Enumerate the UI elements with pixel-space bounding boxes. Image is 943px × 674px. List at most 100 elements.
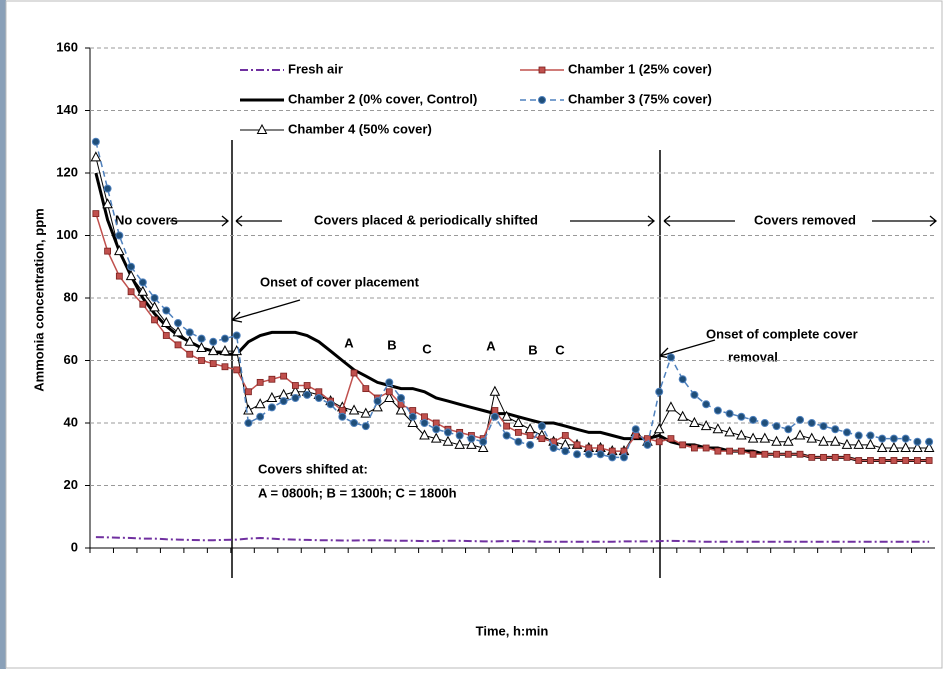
marker xyxy=(350,369,358,377)
y-tick-label: 80 xyxy=(64,289,78,304)
marker xyxy=(184,335,196,346)
marker xyxy=(514,428,522,436)
legend-label: Fresh air xyxy=(288,61,343,76)
marker xyxy=(866,431,875,440)
marker xyxy=(244,419,253,427)
marker xyxy=(644,435,651,443)
marker xyxy=(454,438,466,449)
series-line xyxy=(95,157,930,452)
marker xyxy=(655,387,664,396)
marker xyxy=(338,407,346,414)
marker xyxy=(538,96,546,104)
marker xyxy=(233,366,241,374)
marker xyxy=(409,407,417,414)
marker xyxy=(209,337,218,346)
callout-arrows xyxy=(231,299,716,359)
marker xyxy=(502,431,511,440)
marker xyxy=(807,419,816,427)
marker xyxy=(232,331,241,340)
marker xyxy=(667,435,675,443)
marker xyxy=(725,409,734,418)
marker xyxy=(221,363,229,371)
annotation: Covers shifted at: xyxy=(258,461,368,476)
x-axis-label: Time, h:min xyxy=(476,623,549,638)
marker xyxy=(608,453,617,462)
marker xyxy=(702,444,710,452)
marker xyxy=(712,423,724,434)
marker xyxy=(573,441,581,449)
annotation: C xyxy=(422,341,432,356)
marker xyxy=(841,438,853,449)
marker xyxy=(103,184,112,193)
marker xyxy=(925,457,933,464)
series xyxy=(91,137,934,462)
marker xyxy=(172,326,184,337)
marker xyxy=(198,357,205,364)
marker xyxy=(174,319,183,327)
marker xyxy=(549,444,558,452)
marker xyxy=(631,425,640,434)
annotation: C xyxy=(555,342,565,357)
legend-label: Chamber 1 (25% cover) xyxy=(568,61,712,76)
marker xyxy=(303,390,312,399)
marker xyxy=(127,262,136,271)
marker xyxy=(149,301,160,312)
marker xyxy=(772,422,781,431)
marker xyxy=(491,407,499,414)
marker xyxy=(432,425,441,434)
marker xyxy=(362,385,370,393)
marker xyxy=(702,400,711,409)
marker xyxy=(291,394,300,402)
annotation: A xyxy=(486,338,496,353)
marker xyxy=(747,432,759,443)
marker xyxy=(829,435,841,446)
marker xyxy=(713,406,722,415)
y-tick-label: 20 xyxy=(64,477,78,492)
legend-label: Chamber 3 (75% cover) xyxy=(568,91,712,106)
marker xyxy=(455,431,464,440)
annotation: B xyxy=(387,337,396,352)
marker xyxy=(137,285,149,296)
marker xyxy=(900,441,911,452)
marker xyxy=(162,306,171,315)
marker xyxy=(139,300,147,308)
marker xyxy=(185,328,194,337)
marker xyxy=(303,382,311,389)
marker xyxy=(526,440,535,449)
marker xyxy=(923,441,935,452)
marker xyxy=(537,422,546,431)
marker xyxy=(490,412,499,421)
y-tick-label: 160 xyxy=(56,39,78,54)
marker xyxy=(736,429,747,440)
marker xyxy=(127,288,135,296)
marker xyxy=(245,388,252,396)
marker xyxy=(678,375,687,384)
marker xyxy=(584,450,593,459)
marker xyxy=(679,441,687,449)
marker xyxy=(395,404,407,415)
marker xyxy=(102,198,113,209)
marker xyxy=(691,444,698,452)
marker xyxy=(865,438,876,449)
marker xyxy=(782,435,794,446)
marker xyxy=(794,429,806,440)
annotation: removal xyxy=(728,349,778,364)
marker xyxy=(513,416,524,427)
frame-edge xyxy=(0,0,6,669)
marker xyxy=(761,450,769,458)
marker xyxy=(443,428,452,437)
marker xyxy=(115,272,123,280)
marker xyxy=(90,151,102,162)
marker xyxy=(315,388,323,396)
marker xyxy=(831,425,840,434)
marker xyxy=(653,423,665,434)
legend-label: Chamber 2 (0% cover, Control) xyxy=(288,91,477,106)
marker xyxy=(561,447,570,456)
marker xyxy=(256,378,264,386)
marker xyxy=(819,422,828,431)
marker xyxy=(573,450,582,459)
marker xyxy=(421,413,428,421)
marker xyxy=(501,410,512,421)
marker xyxy=(890,457,898,464)
